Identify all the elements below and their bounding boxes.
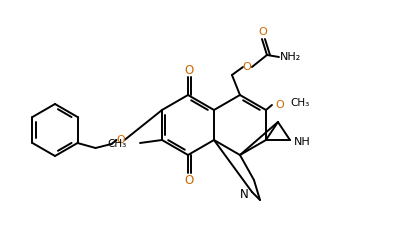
Text: CH₃: CH₃	[108, 139, 127, 149]
Text: O: O	[185, 63, 194, 76]
Text: N: N	[240, 188, 248, 201]
Text: O: O	[275, 100, 284, 110]
Text: O: O	[243, 62, 251, 72]
Text: O: O	[116, 135, 125, 145]
Text: NH: NH	[294, 137, 310, 147]
Text: O: O	[185, 174, 194, 187]
Text: O: O	[259, 27, 267, 37]
Text: CH₃: CH₃	[290, 98, 309, 108]
Text: NH₂: NH₂	[280, 52, 302, 62]
